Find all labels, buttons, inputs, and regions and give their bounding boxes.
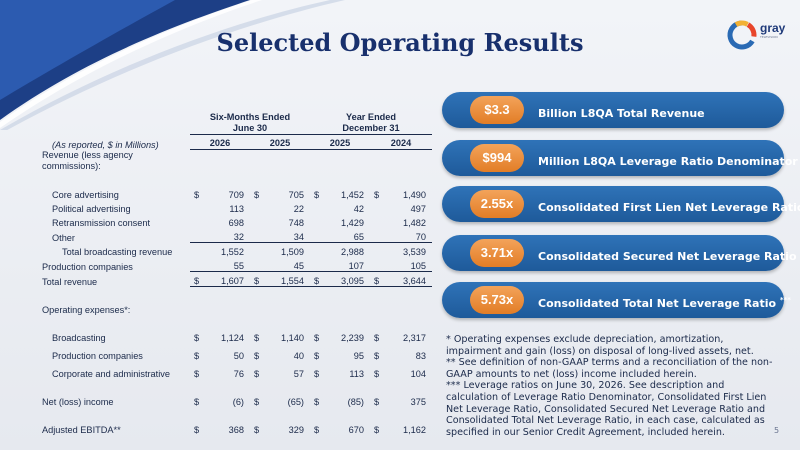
metric-pill-secured-net: 3.71x Consolidated Secured Net Leverage … bbox=[442, 235, 797, 271]
metric-label: Consolidated First Lien Net Leverage Rat… bbox=[538, 201, 800, 214]
gray-logo bbox=[727, 20, 757, 50]
metric-pill-first-lien: 2.55x Consolidated First Lien Net Levera… bbox=[442, 186, 800, 222]
table-row: Other 32 34 65 70 bbox=[40, 228, 432, 243]
metric-label: Consolidated Total Net Leverage Ratio **… bbox=[538, 296, 791, 310]
metric-value: 3.71x bbox=[470, 239, 524, 267]
decorative-swoosh bbox=[0, 0, 345, 130]
adjusted-ebitda-row: Adjusted EBITDA** $368 $329 $670 $1,162 bbox=[42, 425, 426, 435]
table-row: Core advertising $709 $705 $1,452 $1,490 bbox=[52, 190, 426, 200]
page-number: 5 bbox=[774, 426, 780, 435]
metric-label: Million L8QA Leverage Ratio Denominator … bbox=[538, 155, 798, 168]
metric-value: $3.3 bbox=[470, 96, 524, 124]
table-row: Total broadcasting revenue 1,552 1,509 2… bbox=[62, 247, 426, 257]
footnote: ** See definition of non-GAAP terms and … bbox=[446, 357, 773, 380]
table-row: Production companies 55 45 107 105 bbox=[40, 257, 432, 272]
header-year-ended: Year Ended December 31 bbox=[310, 112, 432, 135]
table-row: Political advertising 113 22 42 497 bbox=[52, 204, 426, 214]
logo-tagline: TELEVISION bbox=[760, 35, 778, 39]
header-group-row: Six-Months Ended June 30 Year Ended Dece… bbox=[40, 112, 432, 135]
metric-pill-leverage-denominator: $994 Million L8QA Leverage Ratio Denomin… bbox=[442, 140, 798, 176]
unit-note: (As reported, $ in Millions) bbox=[52, 139, 159, 150]
col-2025-six: 2025 bbox=[250, 134, 310, 150]
table-row: Broadcasting $1,124 $1,140 $2,239 $2,317 bbox=[52, 333, 426, 343]
footnote: * Operating expenses exclude depreciatio… bbox=[446, 334, 754, 357]
opex-heading-row: Operating expenses*: bbox=[40, 301, 432, 315]
metric-value: 2.55x bbox=[470, 190, 524, 218]
opex-heading: Operating expenses*: bbox=[42, 305, 131, 315]
footnotes: * Operating expenses exclude depreciatio… bbox=[446, 334, 776, 438]
table-row: Corporate and administrative $76 $57 $11… bbox=[52, 369, 426, 379]
metric-value: 5.73x bbox=[470, 286, 524, 314]
table-row: Retransmission consent 698 748 1,429 1,4… bbox=[52, 218, 426, 228]
column-header-row: (As reported, $ in Millions) 2026 2025 2… bbox=[40, 134, 432, 150]
col-2025-year: 2025 bbox=[310, 134, 370, 150]
metric-label: Billion L8QA Total Revenue bbox=[538, 107, 705, 120]
metric-value: $994 bbox=[470, 144, 524, 172]
table-row: Production companies $50 $40 $95 $83 bbox=[52, 351, 426, 361]
col-2026: 2026 bbox=[190, 134, 250, 150]
logo-wordmark: gray bbox=[760, 21, 786, 35]
net-income-row: Net (loss) income $ (6) $ (65) $ (85) $375 bbox=[42, 397, 426, 407]
footnote: *** Leverage ratios on June 30, 2026. Se… bbox=[446, 380, 767, 438]
table-row: Total revenue $1,607 $1,554 $3,095 $3,64… bbox=[40, 271, 432, 287]
slide-title: Selected Operating Results bbox=[216, 28, 584, 57]
col-2024: 2024 bbox=[370, 134, 432, 150]
header-six-months: Six-Months Ended June 30 bbox=[190, 112, 310, 135]
operating-results-table: Six-Months Ended June 30 Year Ended Dece… bbox=[40, 112, 432, 435]
metric-pill-total-revenue: $3.3 Billion L8QA Total Revenue bbox=[442, 92, 784, 128]
metric-pill-total-net: 5.73x Consolidated Total Net Leverage Ra… bbox=[442, 282, 791, 318]
revenue-heading-row: Revenue (less agency commissions): bbox=[40, 150, 432, 173]
metric-label: Consolidated Secured Net Leverage Ratio … bbox=[538, 250, 797, 263]
revenue-heading: Revenue (less agency commissions): bbox=[42, 150, 133, 171]
